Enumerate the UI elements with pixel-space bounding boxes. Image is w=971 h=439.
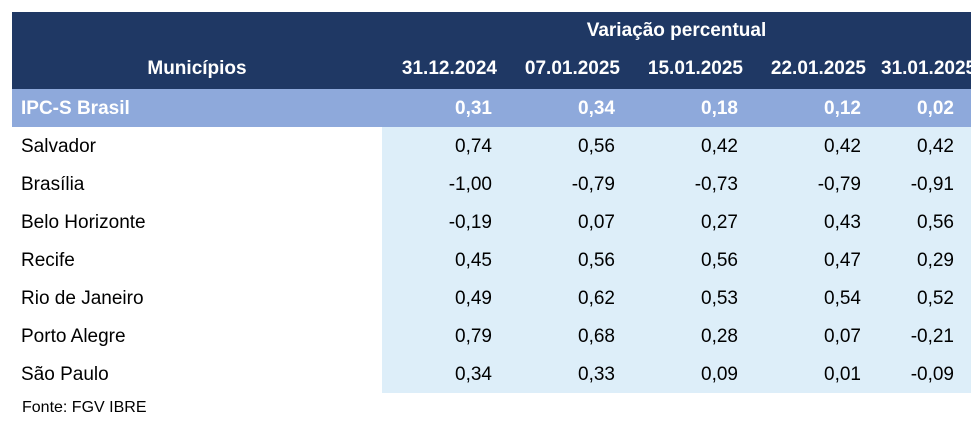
cell-value: 0,02 (917, 98, 954, 119)
table-row: Salvador 0,74 0,56 0,42 0,42 0,42 (12, 127, 971, 165)
cell-value: 0,33 (578, 364, 615, 385)
data-cell-background (382, 317, 971, 355)
row-name: São Paulo (21, 364, 109, 385)
row-name: IPC-S Brasil (21, 98, 130, 119)
cell-value: 0,56 (578, 250, 615, 271)
cell-value: 0,18 (701, 98, 738, 119)
data-cell-background (382, 355, 971, 393)
cell-value: 0,29 (917, 250, 954, 271)
row-name: Rio de Janeiro (21, 288, 144, 309)
cell-value: 0,34 (455, 364, 492, 385)
cell-value: -1,00 (448, 174, 492, 195)
cell-value: -0,21 (910, 326, 954, 347)
date-header: 22.01.2025 (770, 58, 866, 79)
total-row: IPC-S Brasil 0,31 0,34 0,18 0,12 0,02 (12, 89, 971, 127)
table-row: Rio de Janeiro 0,49 0,62 0,53 0,54 0,52 (12, 279, 971, 317)
cell-value: 0,42 (701, 136, 738, 157)
row-name: Recife (21, 250, 75, 271)
cell-value: 0,34 (578, 98, 615, 119)
cell-value: -0,09 (910, 364, 954, 385)
cell-value: 0,07 (578, 212, 615, 233)
cell-value: -0,73 (694, 174, 738, 195)
cell-value: 0,07 (824, 326, 861, 347)
cell-value: 0,68 (578, 326, 615, 347)
cell-value: -0,91 (910, 174, 954, 195)
cell-value: 0,53 (701, 288, 738, 309)
cell-value: 0,79 (455, 326, 492, 347)
cell-value: 0,31 (455, 98, 492, 119)
municipios-header: Municípios (147, 58, 247, 79)
row-name: Salvador (21, 136, 96, 157)
cell-value: 0,47 (824, 250, 861, 271)
date-header: 31.01.2025 (881, 58, 971, 79)
table-row: Porto Alegre 0,79 0,68 0,28 0,07 -0,21 (12, 317, 971, 355)
cell-value: 0,52 (917, 288, 954, 309)
cell-value: -0,19 (448, 212, 492, 233)
cell-value: 0,62 (578, 288, 615, 309)
cell-value: -0,79 (817, 174, 861, 195)
cell-value: -0,79 (571, 174, 615, 195)
table-header: Variação percentual Municípios 31.12.202… (12, 12, 971, 89)
table-row: Belo Horizonte -0,19 0,07 0,27 0,43 0,56 (12, 203, 971, 241)
cell-value: 0,54 (824, 288, 861, 309)
cell-value: 0,56 (917, 212, 954, 233)
date-header: 07.01.2025 (524, 58, 620, 79)
data-cell-background (382, 279, 971, 317)
cell-value: 0,01 (824, 364, 861, 385)
date-header: 31.12.2024 (401, 58, 497, 79)
row-name: Belo Horizonte (21, 212, 146, 233)
table-row: São Paulo 0,34 0,33 0,09 0,01 -0,09 (12, 355, 971, 393)
date-header: 15.01.2025 (647, 58, 743, 79)
cell-value: 0,45 (455, 250, 492, 271)
cell-value: 0,12 (824, 98, 861, 119)
ipc-s-table: Variação percentual Municípios 31.12.202… (12, 12, 971, 393)
table-row: Recife 0,45 0,56 0,56 0,47 0,29 (12, 241, 971, 279)
data-cell-background (382, 127, 971, 165)
cell-value: 0,42 (824, 136, 861, 157)
cell-value: 0,27 (701, 212, 738, 233)
cell-value: 0,56 (701, 250, 738, 271)
data-cell-background (382, 241, 971, 279)
table-row: Brasília -1,00 -0,79 -0,73 -0,79 -0,91 (12, 165, 971, 203)
row-name: Brasília (21, 174, 85, 195)
cell-value: 0,43 (824, 212, 861, 233)
cell-value: 0,42 (917, 136, 954, 157)
group-title: Variação percentual (586, 20, 767, 41)
cell-value: 0,09 (701, 364, 738, 385)
data-cell-background (382, 203, 971, 241)
cell-value: 0,49 (455, 288, 492, 309)
cell-value: 0,56 (578, 136, 615, 157)
row-name: Porto Alegre (21, 326, 126, 347)
data-cell-background (382, 165, 971, 203)
cell-value: 0,74 (455, 136, 492, 157)
source-note: Fonte: FGV IBRE (22, 399, 147, 416)
cell-value: 0,28 (701, 326, 738, 347)
